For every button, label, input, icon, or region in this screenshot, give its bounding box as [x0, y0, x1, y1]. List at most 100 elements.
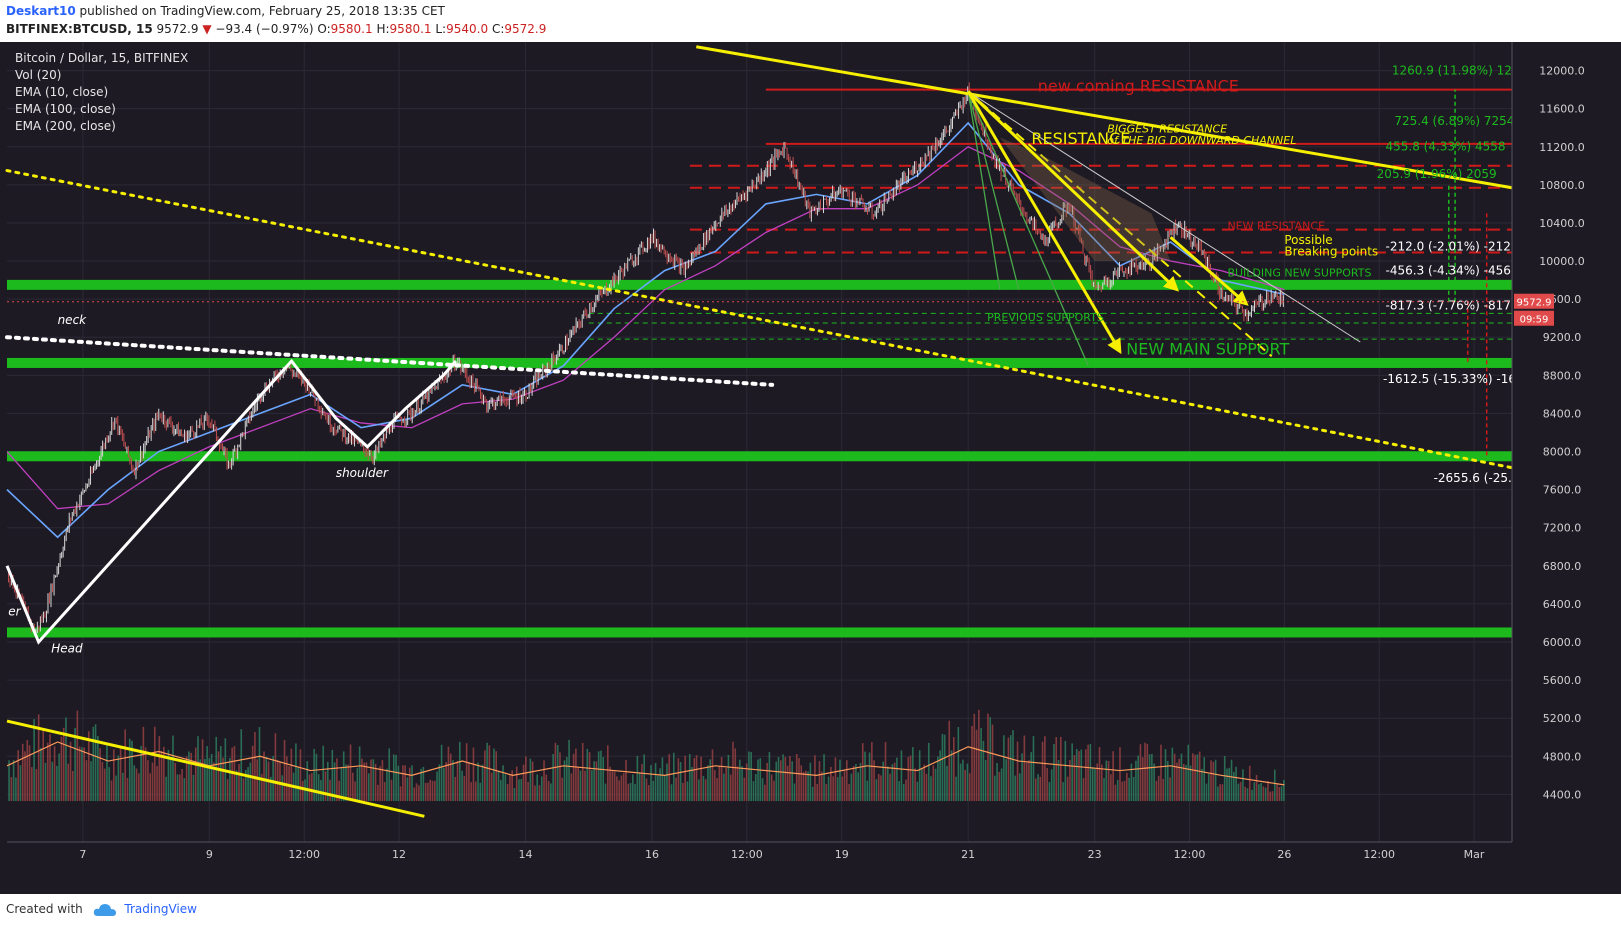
volume-bar — [930, 776, 932, 802]
volume-bar — [1207, 774, 1210, 802]
chart-annotation: of THE BIG DOWNWARD CHANNEL — [1107, 134, 1296, 147]
chart-annotation: BUILDING NEW SUPPORTS — [1227, 266, 1371, 279]
volume-bar — [1030, 752, 1032, 802]
volume-bar — [1057, 759, 1060, 802]
volume-bar — [263, 751, 265, 802]
volume-bar — [1153, 763, 1155, 802]
volume-bar — [1237, 783, 1240, 802]
volume-bar — [602, 757, 605, 802]
volume-bar — [902, 783, 905, 802]
volume-bar — [342, 751, 345, 802]
volume-bar — [65, 717, 67, 802]
volume-bar — [732, 741, 734, 802]
volume-bar — [1244, 786, 1246, 802]
volume-bar — [538, 785, 541, 802]
volume-bar — [864, 751, 866, 802]
volume-bar — [559, 752, 561, 802]
volume-bar — [1000, 768, 1003, 802]
volume-bar — [698, 779, 700, 802]
volume-bar — [201, 739, 204, 802]
volume-bar — [358, 746, 361, 802]
volume-bar — [240, 729, 243, 802]
volume-bar — [991, 724, 994, 802]
volume-bar — [433, 780, 436, 802]
volume-bar — [834, 757, 837, 802]
volume-bar — [880, 775, 882, 802]
volume-bar — [798, 757, 800, 802]
legend-item: EMA (100, close) — [15, 102, 116, 116]
volume-bar — [725, 768, 727, 802]
volume-bar — [349, 744, 352, 802]
volume-bar — [1114, 784, 1117, 802]
volume-bar — [996, 762, 998, 802]
volume-bar — [1260, 782, 1262, 802]
volume-bar — [1044, 736, 1046, 802]
volume-bar — [19, 765, 22, 802]
volume-bar — [149, 773, 152, 802]
volume-bar — [912, 747, 914, 802]
volume-bar — [408, 767, 411, 802]
volume-bar — [1283, 779, 1285, 802]
volume-bar — [24, 751, 26, 802]
chart-annotation: 1260.9 (11.98%) 126 — [1392, 63, 1520, 77]
time-tick-label: 23 — [1088, 848, 1102, 861]
volume-bar — [472, 747, 475, 802]
tradingview-link[interactable]: TradingView — [124, 902, 197, 916]
volume-bar — [1050, 769, 1053, 802]
volume-bar — [58, 753, 60, 802]
volume-bar — [770, 774, 773, 802]
volume-bar — [768, 752, 771, 802]
volume-bar — [591, 770, 593, 802]
volume-bar — [550, 783, 552, 802]
last-price-label: 9572.9 — [1517, 298, 1552, 309]
volume-bar — [424, 782, 427, 802]
volume-bar — [484, 750, 486, 802]
volume-bar — [873, 760, 875, 802]
volume-bar — [1214, 759, 1217, 802]
volume-bar — [352, 772, 354, 802]
volume-bar — [459, 741, 461, 802]
volume-bar — [1037, 774, 1039, 802]
volume-bar — [531, 761, 534, 802]
volume-bar — [290, 748, 293, 802]
volume-bar — [326, 761, 329, 802]
price-chart[interactable]: neck shoulder Head er new coming RESISTANCE R… — [0, 42, 1621, 894]
volume-bar — [896, 757, 898, 802]
volume-bar — [217, 751, 220, 802]
volume-bar — [871, 742, 873, 802]
volume-bar — [1073, 755, 1076, 802]
volume-bar — [156, 766, 158, 802]
volume-bar — [390, 779, 393, 802]
volume-bar — [666, 763, 668, 802]
price-tick-label: 8800.0 — [1543, 369, 1582, 382]
volume-bar — [183, 778, 186, 802]
move-arrow — [966, 90, 1122, 355]
volume-bar — [62, 727, 65, 802]
volume-bar — [843, 770, 846, 802]
volume-bar — [1110, 774, 1112, 802]
volume-bar — [647, 785, 650, 802]
volume-bar — [805, 770, 807, 802]
volume-bar — [386, 768, 388, 802]
volume-bar — [67, 763, 70, 802]
price-tick-label: 6800.0 — [1543, 560, 1582, 573]
volume-bar — [427, 782, 429, 802]
author-link[interactable]: Deskart10 — [6, 4, 76, 18]
volume-bar — [572, 753, 575, 802]
volume-bar — [659, 768, 661, 802]
volume-bar — [1105, 760, 1108, 802]
volume-bar — [916, 781, 919, 802]
volume-bar — [868, 752, 871, 802]
chart-annotation: neck — [58, 313, 88, 327]
volume-bar — [964, 769, 966, 802]
chart-annotation: Breaking points — [1284, 244, 1378, 258]
price-tick-label: 10000.0 — [1539, 255, 1585, 268]
volume-bar — [600, 750, 602, 802]
volume-bar — [490, 772, 493, 802]
support-band — [7, 279, 1512, 290]
legend-item: Vol (20) — [15, 68, 61, 82]
volume-bar — [238, 764, 240, 802]
volume-bar — [1201, 768, 1203, 802]
volume-bar — [1180, 753, 1183, 802]
volume-bar — [609, 766, 611, 802]
